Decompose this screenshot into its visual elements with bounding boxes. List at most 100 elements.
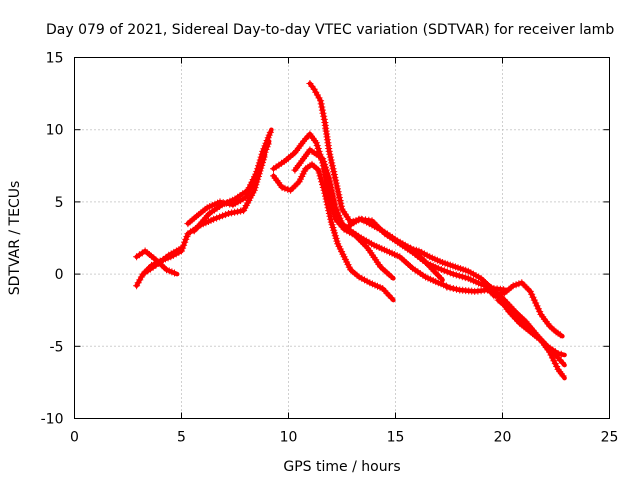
data-point-marker [325, 175, 333, 183]
data-point-marker [266, 128, 274, 136]
data-point-marker [335, 194, 343, 202]
data-point-marker [453, 285, 460, 293]
data-point-marker [330, 195, 338, 203]
data-point-marker [558, 359, 566, 367]
data-point-marker [434, 264, 442, 272]
data-point-marker [317, 175, 325, 183]
data-point-marker [509, 282, 517, 290]
data-point-marker [437, 266, 445, 273]
plot-frame [74, 57, 610, 419]
data-point-marker [137, 273, 145, 281]
data-point-marker [458, 273, 466, 281]
data-point-marker [320, 112, 328, 120]
data-point-marker [334, 185, 341, 193]
data-point-marker [225, 210, 233, 217]
data-point-marker [332, 176, 340, 184]
data-point-marker [317, 100, 325, 108]
data-point-marker [443, 268, 451, 276]
x-axis-label: GPS time / hours [283, 459, 400, 475]
data-point-marker [314, 145, 322, 152]
data-point-marker [546, 348, 554, 356]
data-point-marker [234, 208, 242, 216]
x-tick-label: 10 [280, 430, 298, 446]
data-point-marker [528, 290, 536, 298]
y-tick-labels: -10 -5 0 5 10 15 [41, 51, 64, 428]
y-tick-label: 0 [55, 267, 64, 283]
data-point-marker [323, 169, 331, 177]
data-point-marker [320, 158, 328, 165]
series-arc-3 [141, 245, 184, 277]
data-point-marker [326, 153, 334, 161]
data-point-marker [318, 106, 326, 114]
data-point-marker [449, 285, 457, 292]
data-point-marker [320, 115, 328, 123]
data-point-marker [526, 287, 534, 295]
data-point-marker [326, 150, 334, 158]
data-point-marker [322, 163, 329, 171]
data-point-marker [330, 198, 338, 206]
data-point-marker [387, 273, 395, 280]
y-tick-label: 5 [55, 195, 64, 211]
data-point-marker [529, 293, 537, 301]
data-point-marker [312, 139, 320, 147]
axis-ticks [74, 57, 610, 419]
y-axis-label: SDTVAR / TECUs [7, 181, 23, 296]
data-point-marker [530, 296, 538, 304]
data-point-marker [318, 103, 326, 111]
series-arc-6 [190, 139, 272, 235]
data-point-marker [387, 294, 395, 302]
data-point-marker [264, 140, 272, 148]
data-point-marker [175, 246, 183, 254]
data-point-marker [327, 156, 335, 164]
data-point-marker [136, 276, 144, 284]
data-point-marker [553, 363, 561, 370]
x-tick-label: 5 [177, 430, 186, 446]
data-point-marker [559, 372, 567, 380]
data-point-marker [334, 188, 342, 196]
data-point-marker [315, 94, 323, 102]
series-arc-15 [494, 296, 567, 381]
data-point-marker [446, 269, 454, 277]
data-point-marker [449, 270, 457, 278]
data-point-marker [440, 267, 448, 275]
data-point-marker [330, 168, 338, 176]
data-point-marker [219, 212, 227, 220]
series-arc-7 [270, 160, 396, 303]
series-arc-9 [291, 146, 452, 290]
data-point-marker [281, 184, 289, 192]
data-point-marker [317, 97, 325, 105]
data-point-marker [228, 209, 236, 217]
data-point-marker [316, 172, 324, 180]
data-point-marker [332, 179, 340, 187]
data-point-marker [551, 360, 559, 368]
data-point-marker [547, 351, 555, 359]
data-point-marker [326, 181, 334, 189]
data-point-marker [550, 357, 558, 365]
data-point-marker [222, 211, 230, 219]
data-point-marker [329, 192, 337, 200]
data-point-marker [328, 162, 336, 170]
data-point-marker [181, 238, 189, 246]
x-tick-label: 25 [601, 430, 619, 446]
data-point-marker [329, 165, 337, 173]
data-point-marker [436, 274, 444, 282]
data-point-marker [337, 199, 345, 207]
data-point-marker [216, 213, 224, 221]
data-point-marker [515, 280, 523, 288]
data-point-marker [319, 155, 327, 163]
data-point-marker [331, 201, 339, 209]
data-point-marker [556, 331, 564, 339]
data-point-marker [446, 284, 454, 292]
data-point-marker [326, 178, 334, 186]
data-point-marker [319, 109, 327, 117]
data-series [133, 80, 567, 381]
data-point-marker [322, 166, 330, 174]
data-point-marker [335, 191, 343, 199]
data-point-marker [455, 272, 463, 280]
data-point-marker [330, 171, 338, 178]
data-point-marker [333, 182, 341, 190]
y-tick-label: 10 [46, 123, 64, 139]
data-point-marker [171, 269, 178, 277]
data-point-marker [443, 283, 451, 291]
data-point-marker [313, 91, 321, 99]
